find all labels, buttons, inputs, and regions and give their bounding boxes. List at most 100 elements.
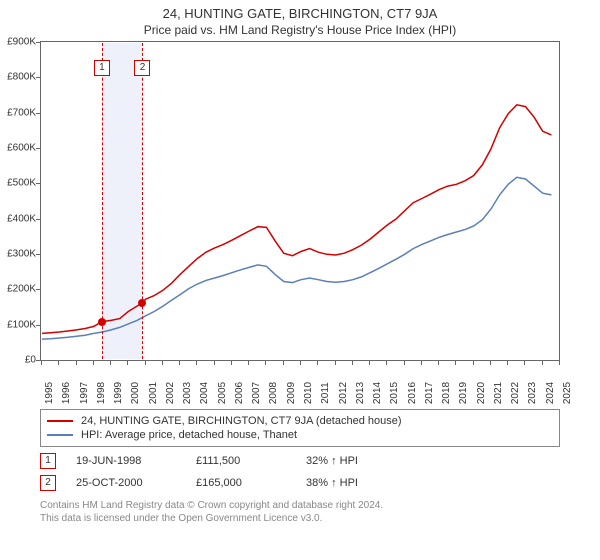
y-tick-label: £200K [7,284,36,295]
x-tick [438,361,439,365]
y-tick [36,42,40,43]
x-tick-label: 2025 [562,382,573,404]
footer-line1: Contains HM Land Registry data © Crown c… [40,499,600,512]
x-tick-label: 2010 [303,382,314,404]
x-tick-label: 2015 [389,382,400,404]
event-line [102,43,103,359]
y-tick-label: £900K [7,37,36,48]
x-tick [179,361,180,365]
y-tick [36,289,40,290]
series-line [42,177,551,339]
legend-label: HPI: Average price, detached house, Than… [81,429,297,441]
footer-line2: This data is licensed under the Open Gov… [40,512,600,525]
x-tick-label: 2017 [424,382,435,404]
x-tick [93,361,94,365]
x-tick [231,361,232,365]
x-tick [524,361,525,365]
legend-item: 24, HUNTING GATE, BIRCHINGTON, CT7 9JA (… [47,414,553,428]
x-tick-label: 2006 [234,382,245,404]
x-tick-label: 1997 [79,382,90,404]
x-tick-label: 2003 [182,382,193,404]
sale-dot [138,299,146,307]
sale-dot [98,318,106,326]
event-marker: 2 [134,60,150,76]
y-axis-labels: £0£100K£200K£300K£400K£500K£600K£700K£80… [0,41,38,361]
sale-date: 19-JUN-1998 [76,455,196,467]
legend-swatch [47,420,73,422]
x-tick-label: 2020 [476,382,487,404]
event-marker: 1 [94,60,110,76]
x-tick-label: 2001 [148,382,159,404]
x-tick-label: 1996 [61,382,72,404]
legend-item: HPI: Average price, detached house, Than… [47,428,553,442]
plot-area: 12 [40,41,560,361]
x-tick-label: 1999 [113,382,124,404]
x-tick [455,361,456,365]
y-tick [36,325,40,326]
x-tick [386,361,387,365]
y-tick [36,360,40,361]
x-tick [473,361,474,365]
x-tick-label: 2018 [441,382,452,404]
x-tick [507,361,508,365]
footer: Contains HM Land Registry data © Crown c… [40,499,600,525]
sale-badge: 1 [40,453,56,469]
x-tick-label: 2008 [268,382,279,404]
x-tick [404,361,405,365]
x-axis-labels: 1995199619971998199920002001200220032004… [40,363,560,403]
plot-svg [41,42,559,360]
title-subtitle: Price paid vs. HM Land Registry's House … [0,21,600,41]
y-tick-label: £500K [7,178,36,189]
x-tick-label: 1995 [44,382,55,404]
x-tick [196,361,197,365]
x-tick-label: 2005 [217,382,228,404]
sale-price: £111,500 [196,455,306,467]
legend-swatch [47,434,73,436]
x-tick-label: 2014 [372,382,383,404]
y-tick [36,219,40,220]
y-tick [36,254,40,255]
x-tick [248,361,249,365]
x-tick [162,361,163,365]
y-tick [36,113,40,114]
y-tick [36,148,40,149]
x-tick [300,361,301,365]
sale-badge: 2 [40,475,56,491]
x-tick-label: 2004 [199,382,210,404]
x-tick-label: 2009 [286,382,297,404]
y-tick [36,77,40,78]
x-tick-label: 2007 [251,382,262,404]
x-tick [421,361,422,365]
title-address: 24, HUNTING GATE, BIRCHINGTON, CT7 9JA [0,0,600,21]
legend-label: 24, HUNTING GATE, BIRCHINGTON, CT7 9JA (… [81,415,402,427]
y-tick [36,183,40,184]
sale-hpi: 38% ↑ HPI [306,477,358,489]
sale-row: 2 25-OCT-2000£165,00038% ↑ HPI [40,475,600,491]
x-tick [559,361,560,365]
x-tick [145,361,146,365]
x-tick [214,361,215,365]
sale-date: 25-OCT-2000 [76,477,196,489]
chart-container: 24, HUNTING GATE, BIRCHINGTON, CT7 9JA P… [0,0,600,560]
y-tick-label: £0 [25,355,36,366]
x-tick [369,361,370,365]
x-tick [283,361,284,365]
x-tick [76,361,77,365]
sale-row: 119-JUN-1998£111,50032% ↑ HPI [40,453,600,469]
x-tick [317,361,318,365]
x-tick [127,361,128,365]
sale-price: £165,000 [196,477,306,489]
y-tick-label: £400K [7,213,36,224]
event-line [142,43,143,359]
x-tick-label: 2021 [493,382,504,404]
x-tick-label: 2013 [355,382,366,404]
y-tick-label: £800K [7,72,36,83]
legend: 24, HUNTING GATE, BIRCHINGTON, CT7 9JA (… [40,409,560,447]
y-tick-label: £300K [7,249,36,260]
x-tick-label: 2022 [510,382,521,404]
x-tick [265,361,266,365]
x-tick-label: 2012 [338,382,349,404]
y-tick-label: £600K [7,143,36,154]
x-tick-label: 2019 [458,382,469,404]
y-tick-label: £700K [7,107,36,118]
